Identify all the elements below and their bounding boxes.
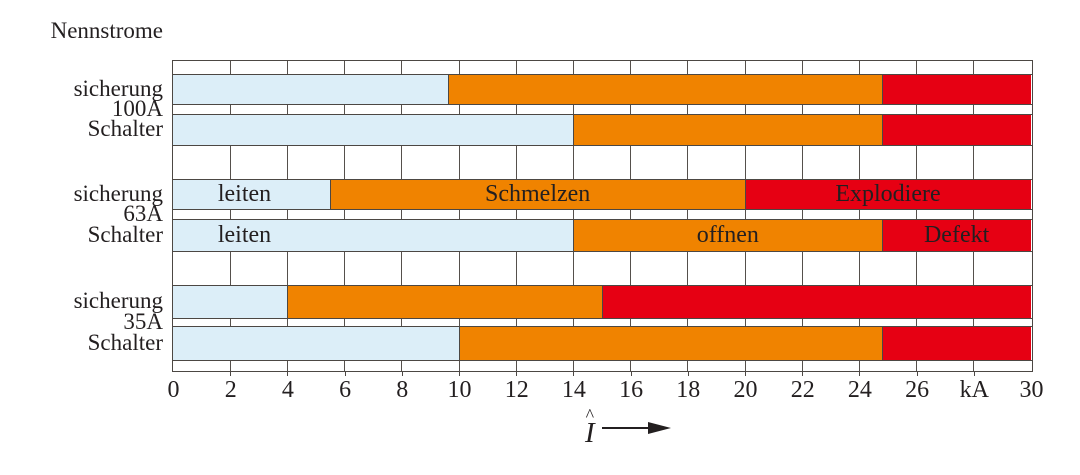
tick-label-18: 18 bbox=[676, 377, 701, 403]
gridline-24kA bbox=[858, 61, 860, 371]
segment-orange bbox=[459, 327, 883, 360]
segment-lightblue bbox=[173, 115, 574, 145]
segment-leiten bbox=[173, 220, 574, 251]
tick-label-2: 2 bbox=[224, 377, 237, 403]
segment-label-leiten: leiten bbox=[217, 222, 272, 248]
gridline-6kA bbox=[344, 61, 346, 371]
segment-offnen bbox=[573, 220, 883, 251]
segment-lightblue bbox=[173, 75, 448, 104]
gridline-18kA bbox=[687, 61, 689, 371]
tick-mark-2kA bbox=[230, 372, 232, 376]
tick-label-24: 24 bbox=[847, 377, 872, 403]
segment-Defekt bbox=[882, 220, 1031, 251]
bar-sicherung-35a bbox=[173, 285, 1032, 319]
segment-label-offnen: offnen bbox=[696, 222, 759, 248]
tick-label-16: 16 bbox=[619, 377, 644, 403]
gridline-16kA bbox=[630, 61, 632, 371]
segment-label-explodiere: Explodiere bbox=[835, 181, 941, 207]
plot-area: leiten Schmelzen Explodiere leiten offnen Def… bbox=[172, 60, 1033, 372]
segment-red bbox=[882, 115, 1031, 145]
gridline-22kA bbox=[801, 61, 803, 371]
tick-label-10: 10 bbox=[447, 377, 472, 403]
gridline-12kA bbox=[515, 61, 517, 371]
gridline-14kA bbox=[572, 61, 574, 371]
gridline-8kA bbox=[401, 61, 403, 371]
segment-orange bbox=[447, 75, 883, 104]
row-label-100a: 100A bbox=[111, 95, 163, 121]
segment-orange bbox=[573, 115, 883, 145]
peak-current-symbol: ^ I bbox=[585, 404, 595, 449]
row-label-schalter: Schalter bbox=[87, 116, 163, 141]
bar-schalter-100a bbox=[173, 114, 1032, 146]
arrow-line bbox=[601, 427, 648, 429]
tick-label-ka: kA bbox=[959, 377, 989, 403]
segment-lightblue bbox=[173, 327, 459, 360]
segment-leiten bbox=[173, 180, 331, 209]
row-label-63a: 63A bbox=[123, 201, 163, 226]
gridline-26kA bbox=[916, 61, 918, 371]
segment-label-schmelzen: Schmelzen bbox=[484, 181, 591, 207]
tick-label-14: 14 bbox=[561, 377, 586, 403]
tick-mark-22kA bbox=[802, 372, 804, 376]
tick-label-8: 8 bbox=[396, 377, 409, 403]
tick-label-26: 26 bbox=[905, 377, 930, 403]
arrow-right-icon bbox=[647, 422, 671, 434]
tick-mark-16kA bbox=[630, 372, 632, 376]
segment-Schmelzen bbox=[330, 180, 745, 209]
tick-mark-28kA bbox=[973, 372, 975, 376]
bar-schalter-35a bbox=[173, 326, 1032, 361]
x-axis-symbol: ^ I bbox=[585, 404, 671, 449]
bar-sicherung-100a bbox=[173, 74, 1032, 105]
segment-Explodiere bbox=[745, 180, 1031, 209]
segment-red bbox=[602, 286, 1031, 318]
gridline-4kA bbox=[286, 61, 288, 371]
tick-label-22: 22 bbox=[790, 377, 815, 403]
tick-label-12: 12 bbox=[504, 377, 529, 403]
gridline-28kA bbox=[973, 61, 975, 371]
gridline-2kA bbox=[229, 61, 231, 371]
row-label-schalter: Schalter bbox=[87, 221, 163, 247]
chart-title: Nennstrome bbox=[50, 18, 163, 43]
row-label-schalter: Schalter bbox=[87, 329, 163, 355]
tick-mark-20kA bbox=[745, 372, 746, 376]
tick-mark-10kA bbox=[459, 372, 460, 376]
segment-lightblue bbox=[173, 286, 288, 318]
tick-mark-18kA bbox=[687, 372, 689, 376]
x-axis: 0 2 4 6 8 10 12 14 16 18 20 22 24 26 kA 30 bbox=[168, 372, 1044, 408]
segment-red bbox=[882, 75, 1031, 104]
tick-label-6: 6 bbox=[339, 377, 352, 403]
segment-label-leiten: leiten bbox=[217, 181, 272, 207]
hat-glyph: ^ bbox=[585, 404, 595, 425]
bar-sicherung-63a: leiten Schmelzen Explodiere bbox=[173, 179, 1032, 210]
segment-red bbox=[882, 327, 1031, 360]
segment-label-defekt: Defekt bbox=[923, 222, 990, 248]
tick-mark-6kA bbox=[344, 372, 346, 376]
tick-mark-14kA bbox=[573, 372, 575, 376]
tick-label-4: 4 bbox=[281, 377, 294, 403]
row-label-sicherung: sicherung bbox=[73, 288, 163, 313]
tick-label-30: 30 bbox=[1019, 377, 1044, 403]
tick-mark-8kA bbox=[401, 372, 403, 376]
tick-mark-26kA bbox=[916, 372, 918, 376]
row-label-sicherung: sicherung bbox=[73, 75, 163, 101]
tick-mark-4kA bbox=[287, 372, 289, 376]
gridline-10kA bbox=[458, 61, 460, 371]
gridline-20kA bbox=[744, 61, 746, 371]
tick-label-20: 20 bbox=[733, 377, 758, 403]
current-letter: I bbox=[585, 416, 595, 449]
tick-mark-12kA bbox=[516, 372, 518, 376]
row-label-column: Nennstrome sicherung 100A Schalter sicherun… bbox=[0, 0, 163, 475]
row-label-35a: 35A bbox=[123, 308, 163, 334]
tick-label-0: 0 bbox=[167, 377, 180, 403]
segment-orange bbox=[287, 286, 602, 318]
bar-schalter-63a: leiten offnen Defekt bbox=[173, 219, 1032, 252]
row-label-sicherung: sicherung bbox=[73, 180, 163, 206]
tick-mark-24kA bbox=[859, 372, 861, 376]
